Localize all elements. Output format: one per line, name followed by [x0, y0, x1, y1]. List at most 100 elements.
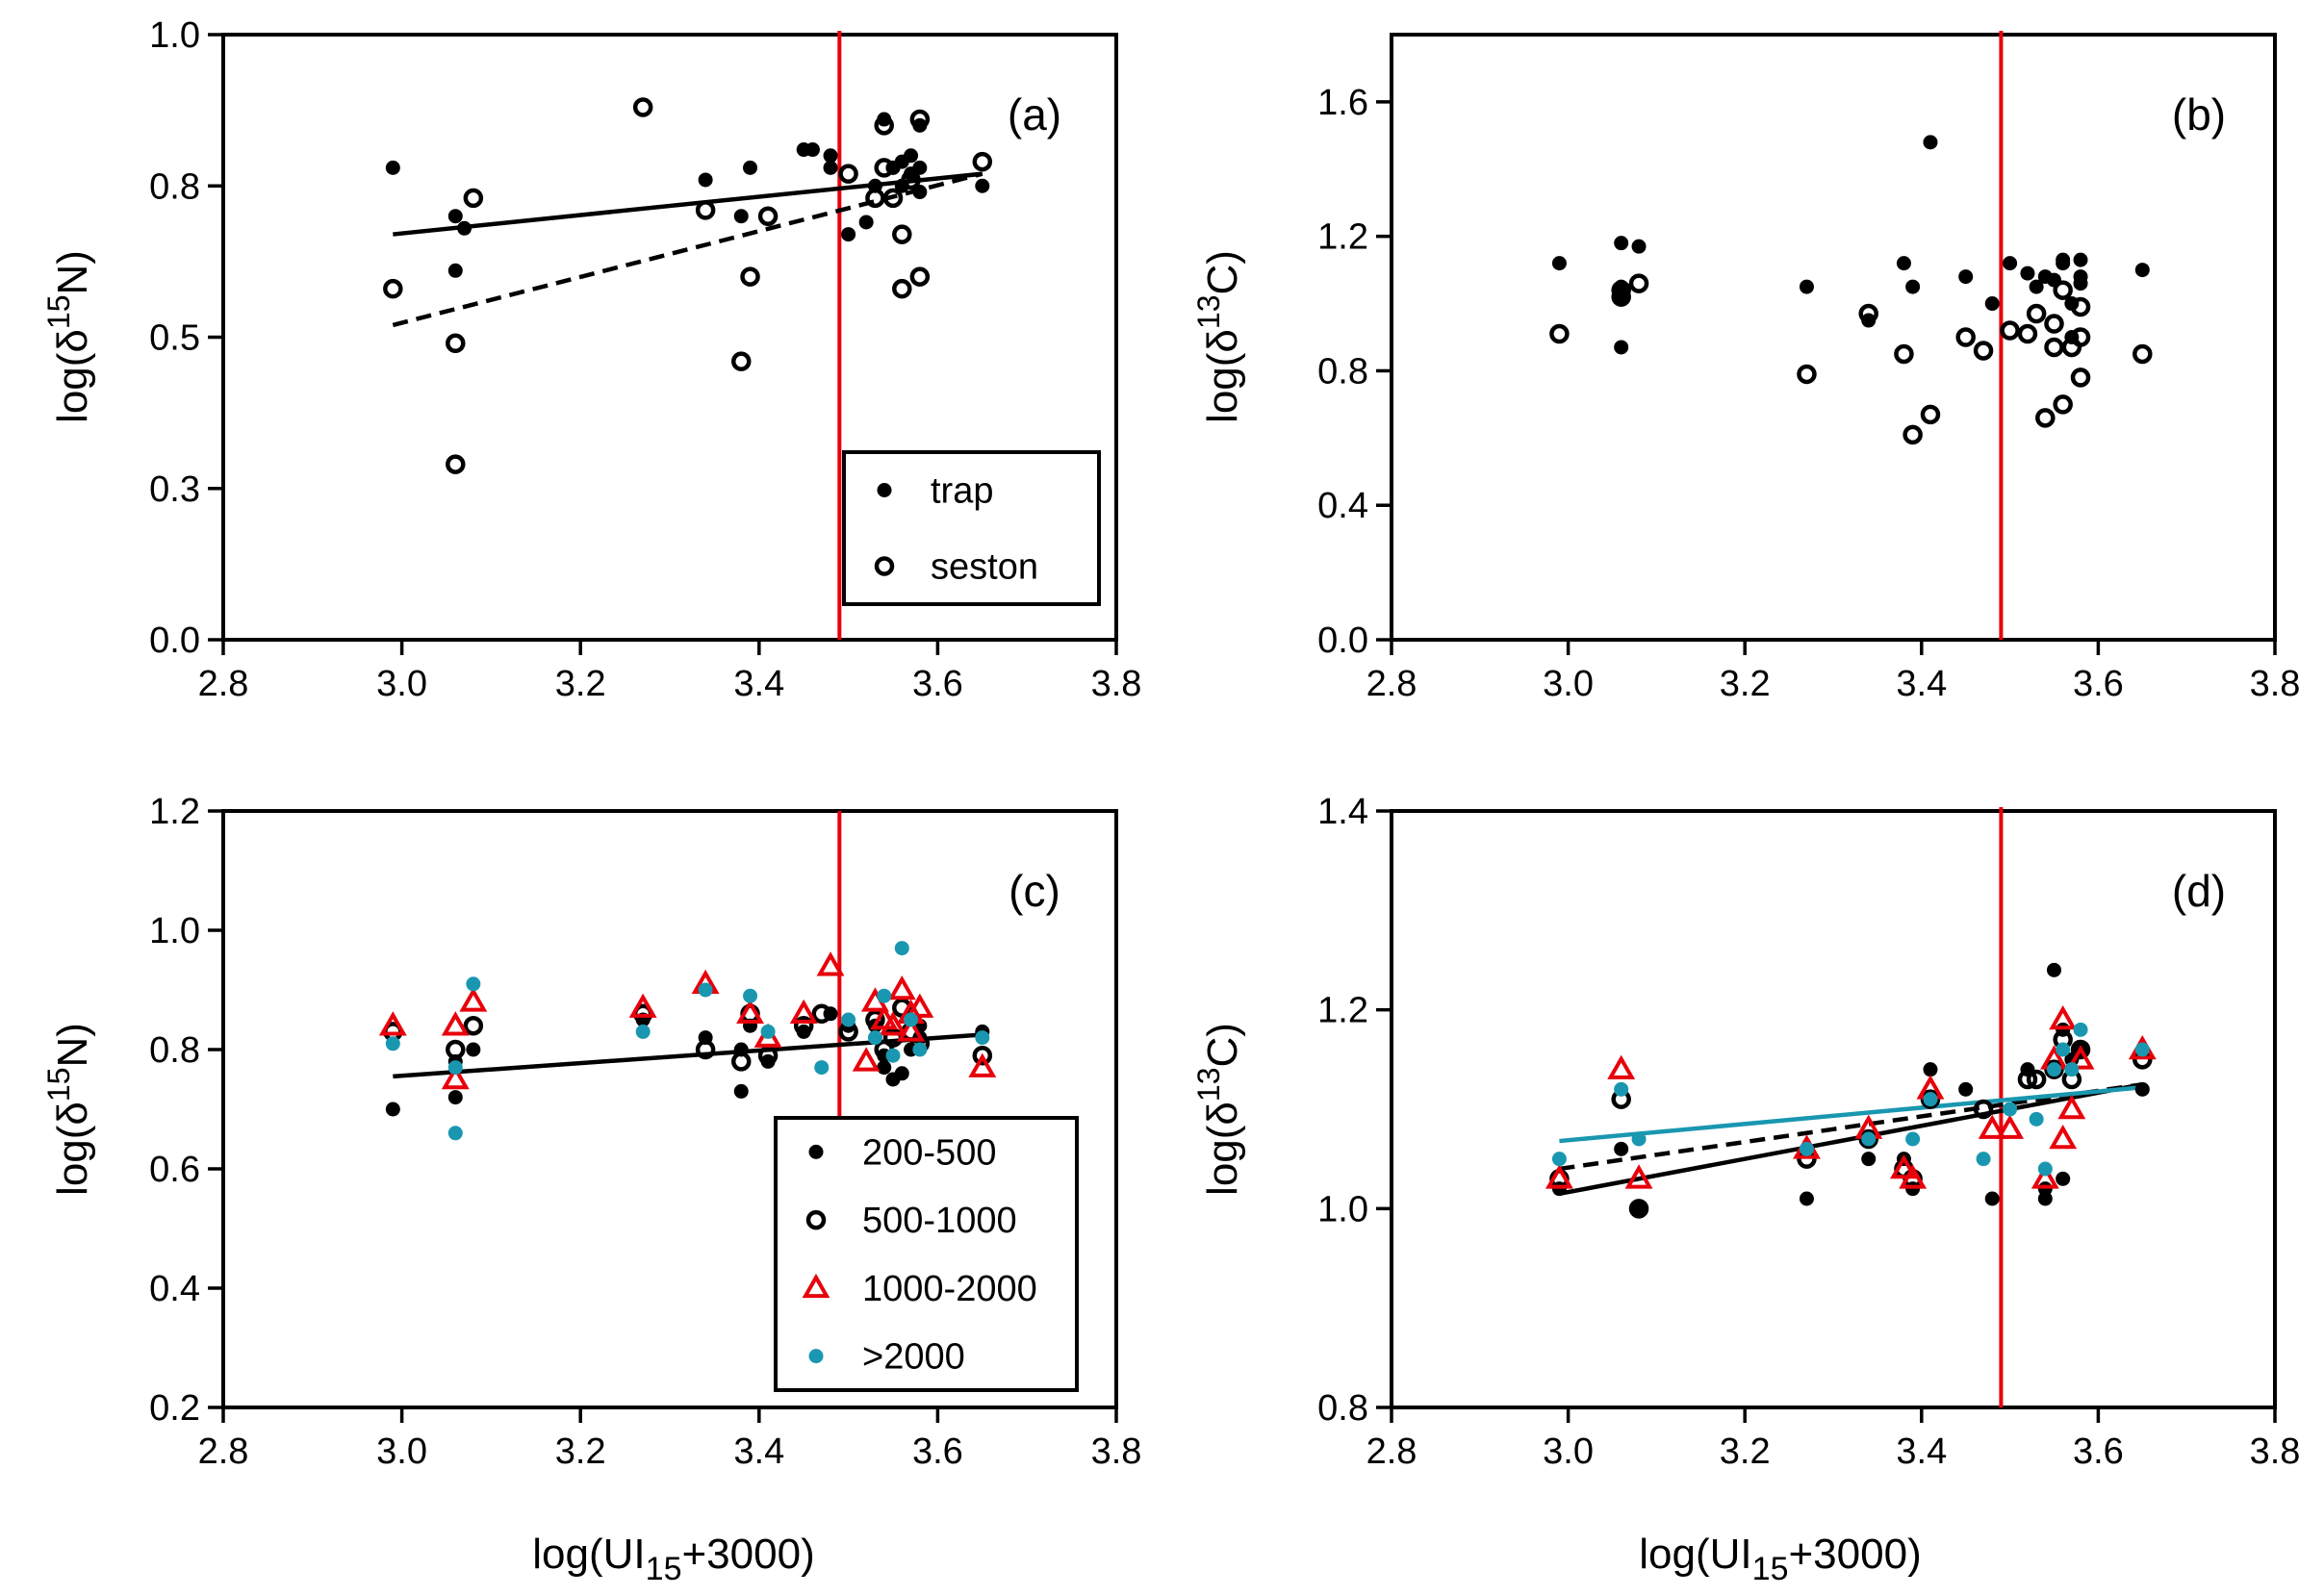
data-point — [1984, 1191, 2000, 1206]
data-point — [2056, 256, 2071, 271]
data-point — [1923, 1092, 1938, 1107]
data-point — [447, 209, 463, 224]
data-point — [2003, 256, 2018, 271]
data-point — [1923, 135, 1938, 150]
x-tick-label: 3.8 — [2250, 1431, 2301, 1472]
data-point — [1551, 1152, 1567, 1167]
data-point — [858, 215, 874, 230]
data-point — [1624, 1164, 1653, 1189]
data-point — [1976, 1152, 1991, 1167]
x-tick-label: 3.6 — [912, 664, 963, 704]
svg-text:log(UI15+3000): log(UI15+3000) — [532, 1531, 814, 1587]
data-point — [441, 1064, 470, 1090]
data-point — [1920, 1089, 1941, 1109]
data-point — [1978, 1114, 2006, 1139]
x-tick-label: 3.2 — [555, 1431, 606, 1472]
data-point — [823, 148, 838, 164]
data-point — [912, 185, 928, 200]
data-point — [1607, 1054, 1636, 1079]
fit-line-2000 — [1559, 1085, 2143, 1144]
data-point — [2057, 1094, 2086, 1120]
y-tick-label: 1.0 — [149, 15, 200, 56]
data-point — [740, 266, 760, 287]
legend: 200-500 500-1000 1000-2000 >2000 — [774, 1116, 1079, 1392]
data-point — [814, 1060, 830, 1076]
y-tick-label: 1.2 — [149, 792, 200, 832]
legend-marker — [802, 1273, 830, 1299]
data-point — [447, 263, 463, 278]
data-point — [879, 1011, 907, 1036]
data-point — [2070, 296, 2091, 317]
data-point — [874, 115, 894, 136]
data-point — [446, 454, 466, 474]
data-point — [2134, 1081, 2150, 1097]
data-point — [730, 351, 752, 371]
legend-marker — [805, 1209, 827, 1230]
data-point — [811, 1003, 832, 1025]
legend-box — [842, 450, 1101, 606]
data-point — [632, 97, 653, 117]
panel-label: (a) — [1008, 89, 1061, 139]
y-tick-label: 1.0 — [149, 911, 200, 951]
data-point — [894, 941, 909, 956]
data-point — [1628, 1199, 1649, 1219]
data-point — [1899, 1164, 1928, 1189]
y-tick-label: 1.4 — [1317, 792, 1368, 832]
svg-text:log(UI15+3000): log(UI15+3000) — [1639, 1531, 1921, 1587]
data-point — [1894, 343, 1914, 365]
x-tick-label: 3.0 — [1543, 1431, 1594, 1472]
legend-label: seston — [931, 547, 1038, 588]
legend-label: >2000 — [862, 1337, 965, 1378]
x-tick-label: 3.8 — [1091, 664, 1142, 704]
data-point — [1905, 279, 1921, 294]
data-point — [447, 1126, 463, 1141]
data-point — [2070, 327, 2091, 347]
y-tick-label: 0.0 — [1317, 621, 1368, 661]
data-point — [909, 266, 931, 287]
plot-frame — [221, 809, 1118, 1409]
data-point — [2030, 1164, 2059, 1189]
legend-marker — [877, 483, 892, 497]
data-point — [2134, 1042, 2150, 1057]
data-point — [823, 160, 838, 175]
data-point — [1920, 404, 1941, 425]
x-tick-label: 3.6 — [2073, 1431, 2124, 1472]
data-point — [2132, 343, 2153, 365]
data-point — [2049, 1004, 2078, 1030]
legend-label: 200-500 — [862, 1132, 996, 1173]
series-2000 — [1551, 1022, 2150, 1177]
x-tick-label: 3.8 — [2250, 664, 2301, 704]
data-point — [1797, 364, 1817, 385]
series-seston — [383, 97, 993, 474]
legend: trap seston — [842, 450, 1101, 606]
y-tick-label: 0.8 — [1317, 1388, 1368, 1429]
y-tick-label: 0.2 — [149, 1388, 200, 1429]
data-point — [1551, 256, 1567, 271]
data-point — [2049, 1124, 2078, 1150]
legend-label: 500-1000 — [862, 1201, 1017, 1241]
data-point — [695, 200, 716, 220]
data-point — [2037, 1181, 2053, 1197]
x-tick-label: 3.6 — [2073, 664, 2124, 704]
data-point — [1799, 1141, 1814, 1156]
data-point — [1545, 1164, 1573, 1189]
data-point — [378, 1011, 407, 1036]
y-axis-title: log(δ13C) — [1191, 250, 1246, 423]
panels: 2.8 3.0 3.2 3.4 3.6 3.8 0.0 0.3 0.5 0.8 1.0 log(δ15… — [41, 15, 2300, 1472]
data-point — [1858, 303, 1878, 324]
data-point — [1903, 424, 1923, 445]
data-point — [892, 224, 912, 244]
series-seston — [1549, 273, 2153, 445]
data-point — [385, 1102, 400, 1117]
y-tick-label: 1.2 — [1317, 217, 1368, 258]
data-point — [635, 1024, 651, 1039]
x-tick-label: 3.4 — [733, 664, 784, 704]
data-point — [1858, 1128, 1878, 1150]
x-tick-label: 2.8 — [198, 1431, 249, 1472]
data-point — [733, 1083, 749, 1099]
x-tick-label: 2.8 — [1366, 664, 1417, 704]
data-point — [2044, 1059, 2064, 1079]
data-point — [1631, 1131, 1647, 1147]
x-tick-label: 2.8 — [1366, 1431, 1417, 1472]
data-point — [463, 188, 484, 209]
